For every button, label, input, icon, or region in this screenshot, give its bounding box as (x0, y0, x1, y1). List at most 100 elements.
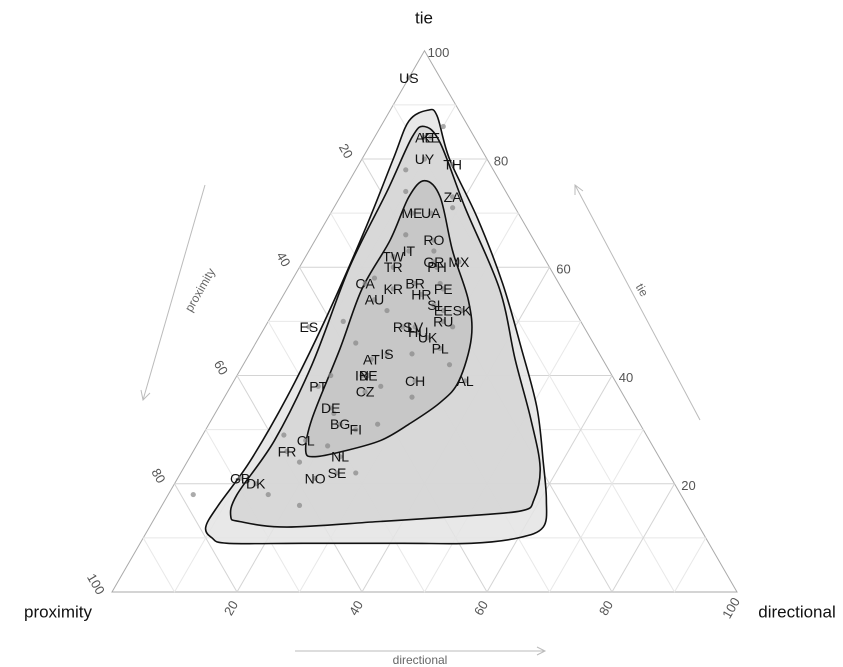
country-point (390, 253, 396, 260)
country-point (440, 286, 446, 292)
country-label: MX (448, 254, 470, 270)
country-point (418, 291, 424, 297)
country-label: BG (330, 416, 350, 432)
axis-title-proximity: proximity (182, 266, 218, 315)
country-point (440, 307, 446, 314)
country-label: ZA (444, 189, 463, 205)
country-label: SK (453, 303, 472, 319)
country-point (406, 248, 412, 254)
country-label: UA (421, 205, 441, 221)
country-point (434, 264, 440, 270)
country-point (328, 405, 334, 411)
country-label: KR (384, 281, 403, 297)
directional-tick-label: 80 (596, 598, 616, 618)
country-label: GR (423, 254, 444, 270)
points (190, 75, 468, 508)
country-label: TH (443, 156, 462, 172)
point (328, 372, 334, 379)
country-label: GB (230, 470, 250, 486)
grid-line (486, 375, 613, 593)
directional-tick-label: 100 (719, 595, 743, 621)
country-label: PT (309, 378, 327, 394)
country-label: FI (350, 422, 362, 438)
country-point (440, 318, 446, 324)
proximity-tick-label: 40 (273, 249, 293, 269)
axis-arrows (140, 184, 701, 656)
country-point (428, 134, 434, 140)
tie-tick-label: 80 (494, 153, 508, 168)
point (371, 275, 378, 281)
grid-line (674, 537, 707, 593)
country-point (421, 134, 428, 140)
tie-tick-label: 20 (681, 478, 695, 493)
grid-line (611, 483, 675, 593)
country-label: RO (423, 232, 444, 248)
country-point (456, 259, 462, 265)
country-point (362, 280, 368, 287)
country-label: SE (328, 465, 347, 481)
corner-label-tie: tie (415, 9, 433, 28)
arrow-head (574, 184, 584, 195)
country-point (315, 383, 321, 389)
arrow-head (536, 646, 547, 656)
point (296, 502, 303, 508)
country-point (365, 372, 371, 379)
tie-tick-label: 100 (428, 45, 450, 60)
country-label: AT (363, 351, 380, 367)
grid-line (549, 429, 644, 593)
contours (204, 108, 548, 545)
axis-title-directional: directional (393, 653, 448, 667)
point (331, 410, 337, 416)
country-point (431, 237, 437, 243)
country-point (412, 280, 418, 287)
country-label: KE (421, 129, 440, 145)
country-point (359, 372, 365, 379)
country-point (450, 194, 456, 200)
country-point (431, 259, 437, 265)
country-label: RS (393, 319, 412, 335)
point (440, 123, 446, 130)
country-point (425, 335, 431, 341)
point (353, 470, 359, 476)
country-point (415, 329, 421, 335)
point (353, 340, 359, 346)
country-point (431, 302, 437, 308)
country-point (284, 448, 290, 454)
directional-tick-label: 40 (346, 598, 366, 618)
country-label: HR (411, 286, 431, 302)
country-point (371, 297, 378, 303)
country-label: AE (415, 129, 434, 145)
corner-label-proximity: proximity (24, 603, 93, 622)
tie-arrow (574, 184, 701, 421)
country-label: DK (246, 476, 266, 492)
country-label: CH (405, 373, 425, 389)
country-label: BR (405, 275, 424, 291)
country-label: TR (384, 259, 403, 275)
country-label: TW (382, 248, 405, 264)
country-point (384, 351, 390, 357)
country-label: ME (402, 205, 423, 221)
country-label: HU (408, 324, 428, 340)
arrow-head (140, 389, 151, 402)
country-point (368, 356, 374, 362)
proximity-tick-label: 20 (336, 141, 356, 161)
country-label: PL (432, 340, 449, 356)
point (340, 318, 346, 324)
country-point (400, 324, 406, 330)
country-label: IN (355, 367, 369, 383)
country-label: AL (457, 373, 474, 389)
point (296, 459, 303, 465)
country-point (412, 324, 418, 330)
country-point (337, 454, 343, 460)
proximity-tick-label: 60 (211, 357, 231, 377)
proximity-tick-label: 100 (84, 571, 108, 597)
proximity-arrow (142, 184, 206, 401)
country-label: IS (380, 346, 393, 362)
country-label: IT (403, 243, 416, 259)
point (403, 188, 409, 195)
country-point (312, 475, 318, 481)
grid-line (142, 537, 175, 593)
point (431, 248, 437, 254)
